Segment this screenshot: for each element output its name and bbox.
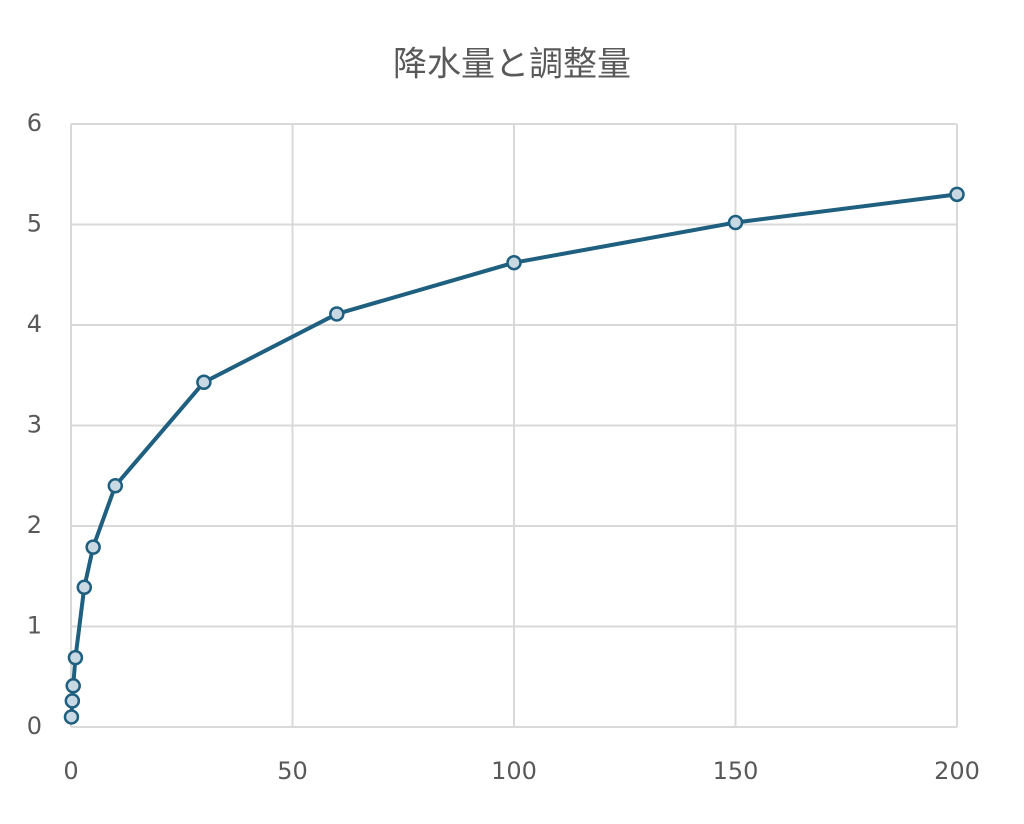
y-tick-label: 2 <box>27 511 42 539</box>
data-point <box>64 693 81 709</box>
y-tick-label: 3 <box>27 411 42 439</box>
x-tick-label: 50 <box>277 757 308 785</box>
data-point <box>63 709 80 725</box>
data-point <box>506 254 522 271</box>
data-point <box>727 214 744 231</box>
y-tick-label: 0 <box>27 712 42 740</box>
y-tick-label: 4 <box>27 310 42 338</box>
x-tick-label: 0 <box>63 757 78 785</box>
x-tick-label: 150 <box>713 757 759 785</box>
y-tick-label: 6 <box>27 109 42 137</box>
data-point <box>329 306 345 322</box>
data-point <box>76 579 93 596</box>
data-point <box>85 539 101 555</box>
chart-title: 降水量と調整量 <box>393 45 631 85</box>
x-tick-label: 200 <box>934 757 980 785</box>
data-point <box>65 678 81 694</box>
y-tick-label: 5 <box>27 210 42 238</box>
y-tick-label: 1 <box>27 612 42 640</box>
data-point <box>67 649 84 666</box>
data-point <box>949 186 965 203</box>
x-tick-label: 100 <box>491 757 537 785</box>
data-point <box>107 478 124 494</box>
data-point <box>196 374 212 391</box>
